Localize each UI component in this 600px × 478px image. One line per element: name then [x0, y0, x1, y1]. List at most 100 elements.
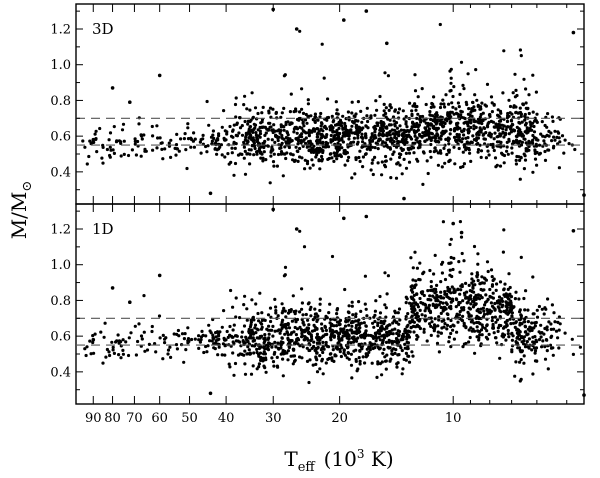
data-point — [519, 114, 523, 118]
data-point — [545, 325, 549, 329]
data-point — [457, 146, 461, 151]
data-point — [354, 312, 358, 316]
data-point — [467, 312, 471, 316]
data-point — [535, 340, 539, 344]
data-point — [462, 162, 466, 166]
data-point — [550, 115, 555, 119]
data-point — [254, 133, 258, 137]
data-point — [399, 152, 403, 157]
data-point — [545, 349, 549, 353]
data-point — [251, 115, 255, 119]
data-point — [122, 139, 126, 143]
data-point — [409, 137, 414, 141]
data-point — [315, 332, 319, 336]
data-point — [183, 132, 187, 136]
data-point — [349, 128, 353, 132]
data-point — [269, 125, 273, 129]
data-point — [281, 174, 285, 178]
data-point — [248, 325, 253, 329]
data-point — [524, 289, 528, 293]
data-point — [189, 145, 193, 149]
data-point — [108, 145, 112, 149]
data-point — [557, 346, 561, 350]
data-point — [208, 391, 213, 396]
data-point — [416, 112, 420, 116]
data-point — [491, 296, 495, 300]
data-point — [270, 145, 274, 149]
data-point — [427, 127, 431, 131]
data-point — [470, 281, 474, 285]
data-point — [397, 334, 401, 338]
data-point — [424, 129, 428, 133]
data-point — [404, 351, 408, 355]
data-point — [429, 138, 433, 142]
data-point — [473, 108, 477, 112]
data-point — [313, 307, 317, 311]
data-point — [488, 134, 492, 138]
data-point — [177, 149, 181, 153]
data-point — [390, 341, 394, 345]
data-point — [354, 123, 359, 127]
data-point — [544, 338, 549, 342]
data-point — [308, 166, 312, 170]
x-tick-label: 90 — [85, 411, 102, 426]
data-point — [388, 323, 392, 327]
data-point — [287, 140, 292, 144]
data-point — [379, 129, 383, 133]
data-point — [499, 145, 503, 149]
data-point — [361, 355, 365, 359]
data-point — [432, 105, 436, 109]
data-point — [420, 115, 424, 119]
data-point — [245, 152, 249, 156]
data-point — [353, 172, 357, 176]
data-point — [398, 124, 402, 128]
data-point — [488, 287, 492, 292]
data-point — [262, 345, 266, 350]
data-point — [406, 346, 410, 351]
data-point — [270, 345, 274, 349]
data-point — [415, 292, 419, 296]
data-point — [263, 133, 267, 137]
data-point — [485, 82, 490, 86]
data-point — [552, 135, 556, 139]
data-point — [213, 142, 217, 146]
data-point — [436, 133, 440, 137]
data-point — [467, 107, 471, 111]
data-point — [350, 300, 354, 304]
data-point — [573, 147, 577, 152]
data-point — [242, 303, 246, 307]
data-point — [474, 125, 478, 129]
data-point — [434, 298, 438, 302]
data-point — [534, 90, 539, 94]
data-point — [318, 115, 322, 119]
data-point — [307, 323, 311, 327]
data-point — [324, 143, 328, 147]
data-point — [232, 373, 236, 377]
data-point — [440, 271, 444, 275]
data-point — [408, 101, 412, 105]
data-point — [346, 159, 350, 163]
data-point — [269, 319, 273, 324]
data-point — [407, 160, 412, 164]
data-point — [87, 154, 91, 159]
data-point — [207, 323, 211, 327]
data-point — [286, 120, 290, 124]
data-point — [461, 83, 465, 87]
data-point — [354, 348, 358, 352]
data-point — [235, 122, 239, 126]
data-point — [455, 135, 459, 139]
data-point — [258, 335, 262, 339]
data-point — [522, 361, 526, 365]
data-point — [422, 330, 426, 334]
data-point — [101, 143, 105, 147]
data-point — [434, 287, 438, 291]
data-point — [465, 290, 469, 294]
data-point — [439, 120, 443, 124]
data-point — [291, 294, 295, 298]
data-point — [444, 307, 448, 311]
data-point — [541, 339, 545, 343]
data-point — [315, 141, 319, 145]
data-point — [433, 253, 437, 257]
data-point — [535, 112, 539, 116]
data-point — [522, 339, 526, 343]
